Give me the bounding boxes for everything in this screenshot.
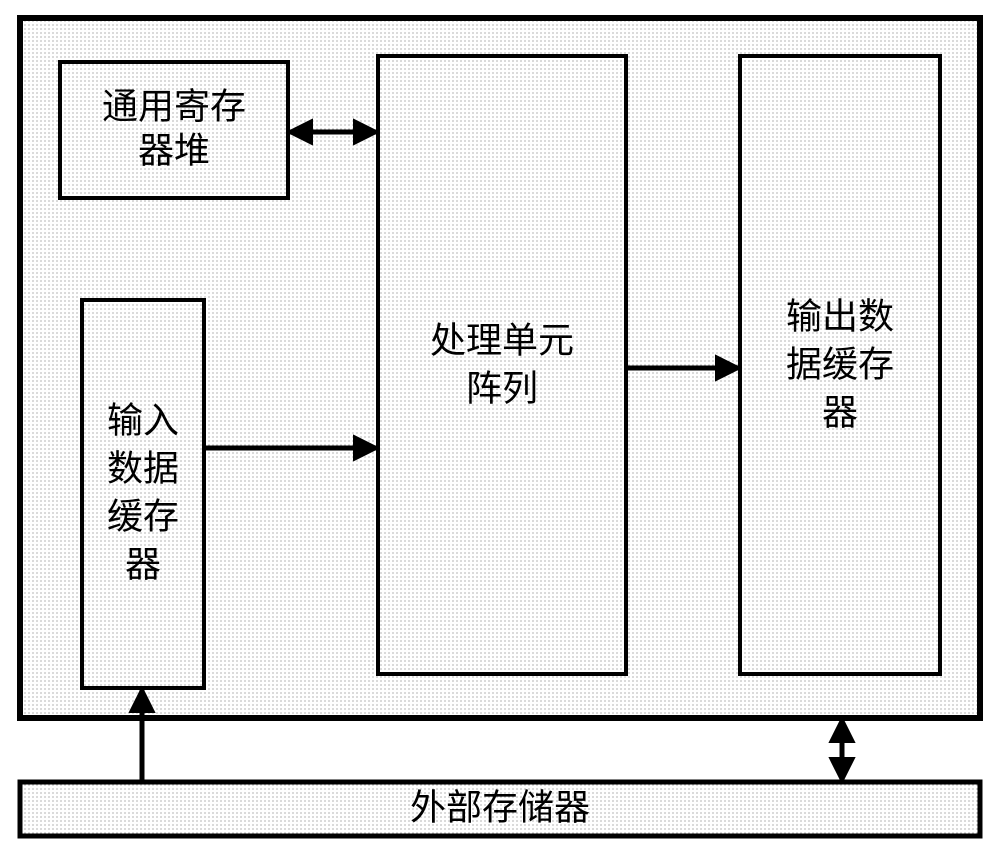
register-file-box: 通用寄存 器堆	[60, 62, 288, 198]
register-file-label-1: 通用寄存	[102, 86, 246, 126]
pe-array-label-1: 处理单元	[430, 320, 574, 360]
input-buffer-label-4: 器	[125, 544, 161, 584]
output-buffer-label-3: 器	[822, 392, 858, 432]
diagram-canvas: 通用寄存 器堆 输入 数据 缓存 器 处理单元 阵列 输出数 据缓存 器 外部存…	[0, 0, 1000, 842]
pe-array-box: 处理单元 阵列	[378, 56, 626, 674]
input-buffer-box: 输入 数据 缓存 器	[82, 300, 204, 688]
input-buffer-label-3: 缓存	[107, 496, 179, 536]
output-buffer-label-1: 输出数	[786, 296, 894, 336]
output-buffer-box: 输出数 据缓存 器	[740, 56, 940, 674]
register-file-label-2: 器堆	[138, 130, 210, 170]
pe-array-label-2: 阵列	[466, 368, 538, 408]
external-memory-label: 外部存储器	[410, 787, 590, 827]
input-buffer-label-1: 输入	[107, 400, 179, 440]
output-buffer-label-2: 据缓存	[786, 344, 894, 384]
input-buffer-label-2: 数据	[107, 448, 179, 488]
